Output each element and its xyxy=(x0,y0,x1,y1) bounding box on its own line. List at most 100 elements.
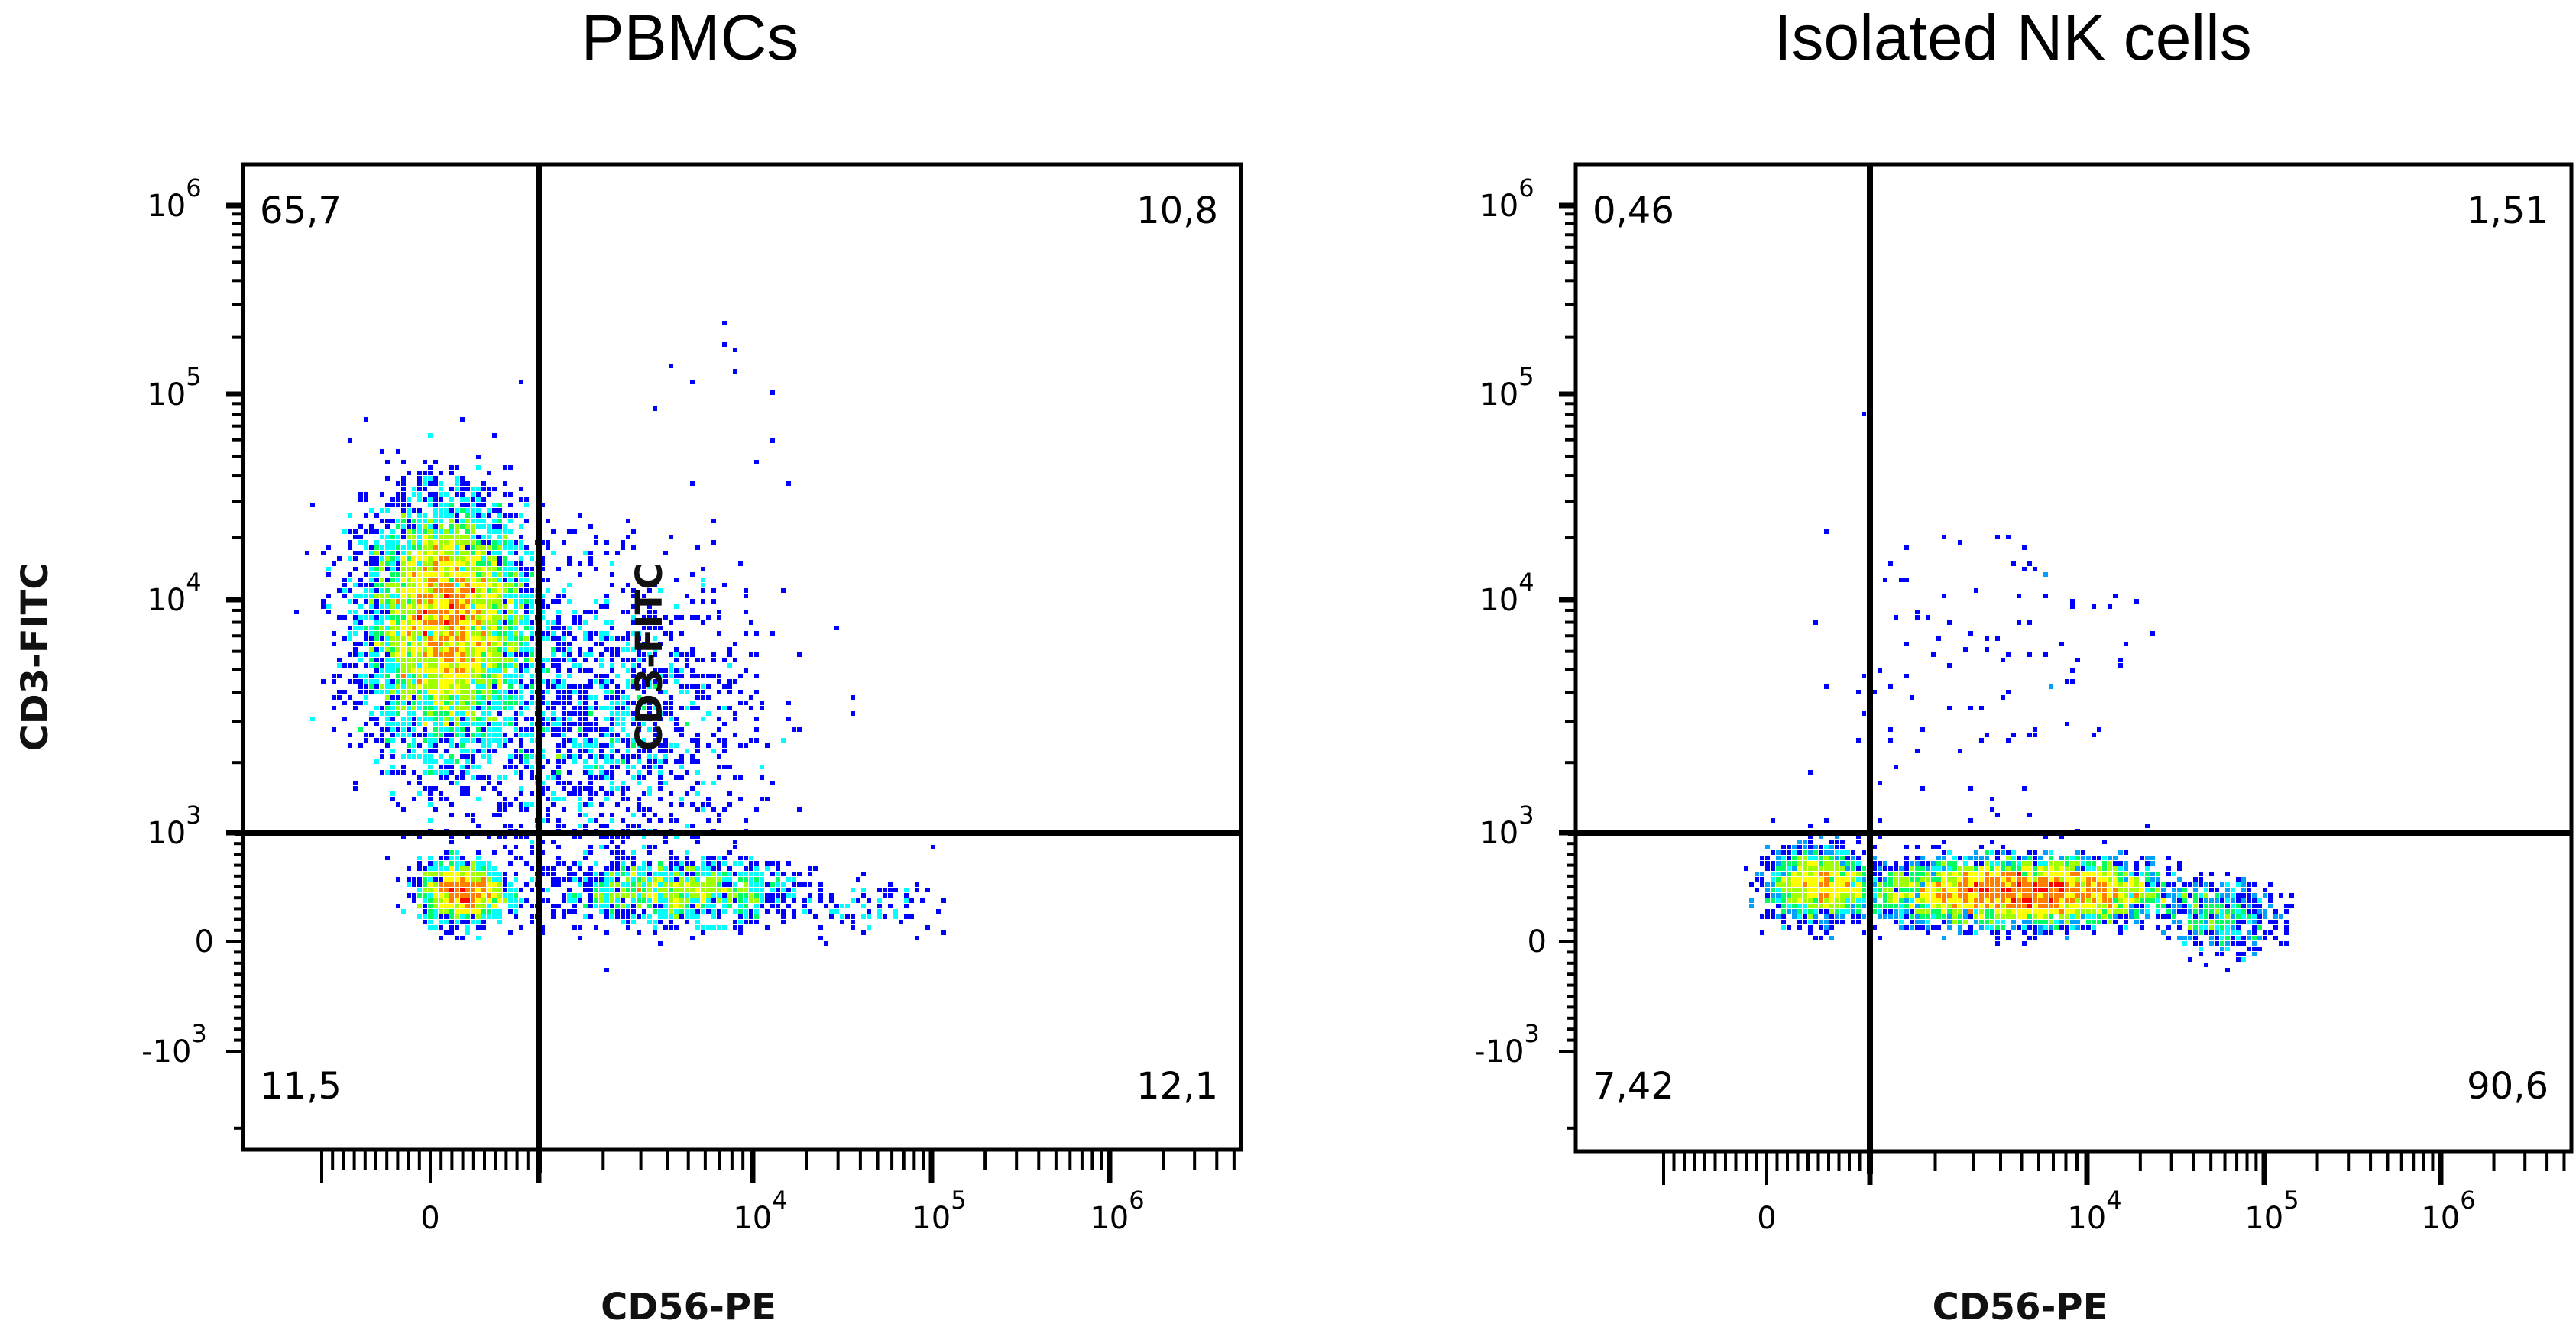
event-dot xyxy=(348,631,352,636)
event-dot xyxy=(385,524,390,529)
event-dot xyxy=(594,738,598,743)
event-dot xyxy=(1872,893,1877,898)
event-dot xyxy=(530,840,534,844)
event-dot xyxy=(621,909,625,914)
event-dot xyxy=(2006,882,2011,887)
event-dot xyxy=(514,695,518,700)
event-dot xyxy=(519,642,523,646)
event-dot xyxy=(551,717,556,721)
event-dot xyxy=(1904,845,1909,849)
event-dot xyxy=(626,797,630,801)
event-dot xyxy=(738,925,743,930)
event-dot xyxy=(562,743,566,748)
event-dot xyxy=(604,893,609,898)
event-dot xyxy=(1824,684,1829,689)
event-dot xyxy=(364,674,368,678)
event-dot xyxy=(642,765,646,769)
event-dot xyxy=(514,642,518,646)
event-dot xyxy=(407,513,411,518)
event-dot xyxy=(717,888,721,892)
event-dot xyxy=(497,898,502,903)
event-dot xyxy=(1904,866,1909,871)
event-dot xyxy=(599,765,604,769)
event-dot xyxy=(1851,914,1855,919)
event-dot xyxy=(583,824,588,828)
event-dot xyxy=(2145,909,2150,914)
event-dot xyxy=(674,743,679,748)
event-dot xyxy=(551,663,556,668)
event-dot xyxy=(390,594,395,598)
event-dot xyxy=(460,711,465,716)
event-dot xyxy=(2268,930,2273,935)
event-dot xyxy=(1942,898,1946,903)
event-dot xyxy=(556,775,561,780)
event-dot xyxy=(2140,904,2144,908)
event-dot xyxy=(2129,898,2134,903)
event-dot xyxy=(706,711,711,716)
event-dot xyxy=(460,909,465,914)
event-dot xyxy=(471,898,475,903)
event-dot xyxy=(760,893,764,898)
event-dot xyxy=(578,882,582,887)
event-dot xyxy=(588,904,593,908)
event-dot xyxy=(1899,914,1904,919)
event-dot xyxy=(455,492,459,497)
event-dot xyxy=(1835,893,1839,898)
event-dot xyxy=(417,684,422,689)
event-dot xyxy=(1862,866,1866,871)
event-dot xyxy=(396,631,400,636)
event-dot xyxy=(1862,412,1866,416)
event-dot xyxy=(594,695,598,700)
event-dot xyxy=(647,706,652,710)
event-dot xyxy=(524,610,529,614)
event-dot xyxy=(412,797,416,801)
event-dot xyxy=(412,652,416,657)
event-dot xyxy=(514,599,518,604)
event-dot xyxy=(471,861,475,866)
event-dot xyxy=(572,615,577,620)
event-dot xyxy=(508,583,513,587)
event-dot xyxy=(487,636,491,641)
event-dot xyxy=(2006,909,2011,914)
event-dot xyxy=(615,909,620,914)
event-dot xyxy=(1829,893,1834,898)
event-dot xyxy=(754,631,759,636)
event-dot xyxy=(444,620,449,625)
event-dot xyxy=(380,668,384,673)
event-dot xyxy=(385,626,390,630)
event-dot xyxy=(706,743,711,748)
event-dot xyxy=(2001,882,2005,887)
event-dot xyxy=(572,706,577,710)
event-dot xyxy=(669,882,673,887)
event-dot xyxy=(685,914,689,919)
event-dot xyxy=(428,898,433,903)
event-dot xyxy=(374,578,379,582)
event-dot xyxy=(423,898,427,903)
event-dot xyxy=(481,610,486,614)
event-dot xyxy=(519,738,523,743)
event-dot xyxy=(428,797,433,801)
event-dot xyxy=(717,861,721,866)
event-dot xyxy=(1824,850,1829,855)
event-dot xyxy=(439,551,443,555)
event-dot xyxy=(663,551,668,555)
event-dot xyxy=(1803,845,1807,849)
event-dot xyxy=(439,620,443,625)
event-dot xyxy=(1808,866,1813,871)
event-dot xyxy=(369,599,374,604)
event-dot xyxy=(390,626,395,630)
event-dot xyxy=(497,690,502,694)
event-dot xyxy=(2102,898,2107,903)
event-dot xyxy=(567,717,572,721)
event-dot xyxy=(423,567,427,571)
event-dot xyxy=(396,877,400,882)
event-dot xyxy=(374,668,379,673)
event-dot xyxy=(631,882,636,887)
event-dot xyxy=(594,658,598,662)
event-dot xyxy=(487,561,491,566)
event-dot xyxy=(412,561,416,566)
event-dot xyxy=(2257,920,2262,924)
event-dot xyxy=(1910,893,1914,898)
event-dot xyxy=(428,679,433,684)
event-dot xyxy=(428,861,433,866)
